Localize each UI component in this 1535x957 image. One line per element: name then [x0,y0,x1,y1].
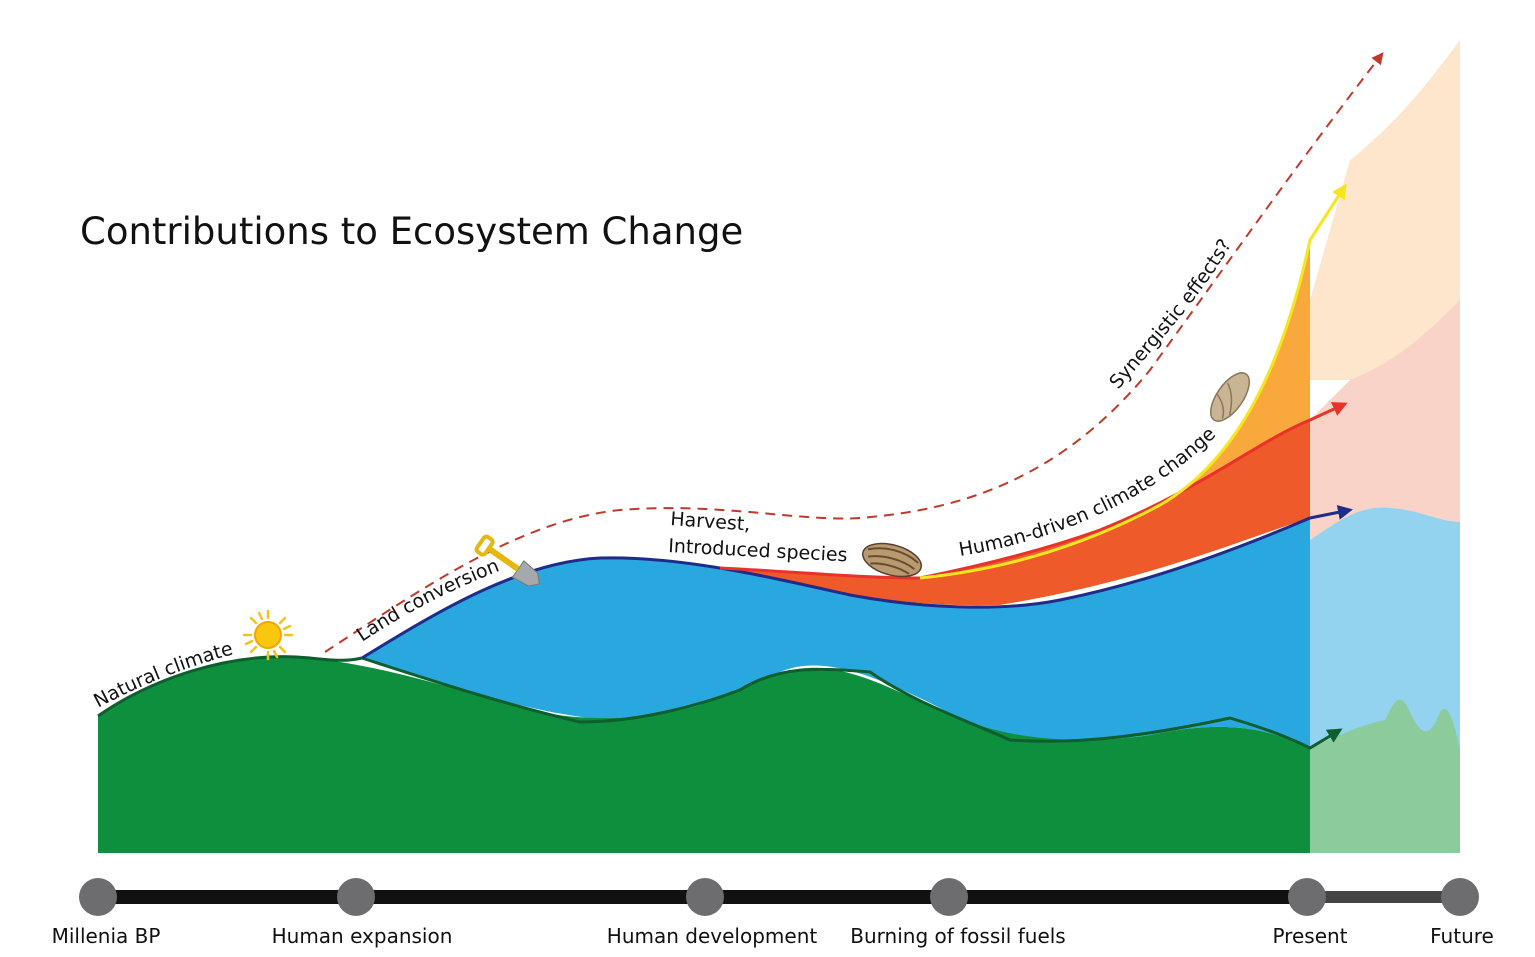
human-climate-line [919,183,1347,580]
timeline-label-present: Present [1272,924,1348,948]
timeline-label-human-development: Human development [606,924,818,948]
timeline-node-human-development [686,878,724,916]
timeline-node-human-expansion [337,878,375,916]
timeline-node-fossil-fuels [930,878,968,916]
timeline-label-millenia-bp: Millenia BP [51,924,161,948]
land-conversion-band [362,518,1310,748]
synergistic-effects-label: Synergistic effects? [1105,235,1236,393]
sun-icon [242,609,294,661]
green-upper-line [361,656,1343,750]
harvest-line [719,402,1348,580]
natural-climate-line [97,655,363,718]
mussel-icon [862,542,922,578]
timeline-label-fossil-fuels: Burning of fossil fuels [850,924,1066,948]
timeline-label-human-expansion: Human expansion [271,924,453,948]
harvest-band [720,420,1310,606]
natural-climate-band [98,656,1310,853]
timeline-node-future [1441,878,1479,916]
timeline-label-future: Future [1430,924,1494,948]
synergistic-effects-line [324,52,1384,653]
timeline-node-millenia-bp [79,878,117,916]
harvest-label-line1: Harvest, [670,508,751,536]
future-climate-band [1310,40,1460,380]
timeline-node-present [1288,878,1326,916]
shovel-icon [474,534,541,587]
future-harvest-band [1310,300,1460,560]
snail-shell-icon [1209,372,1251,422]
future-natural-band [1310,699,1460,853]
page-title: Contributions to Ecosystem Change [80,210,744,253]
harvest-label-line2: Introduced species [668,535,848,566]
